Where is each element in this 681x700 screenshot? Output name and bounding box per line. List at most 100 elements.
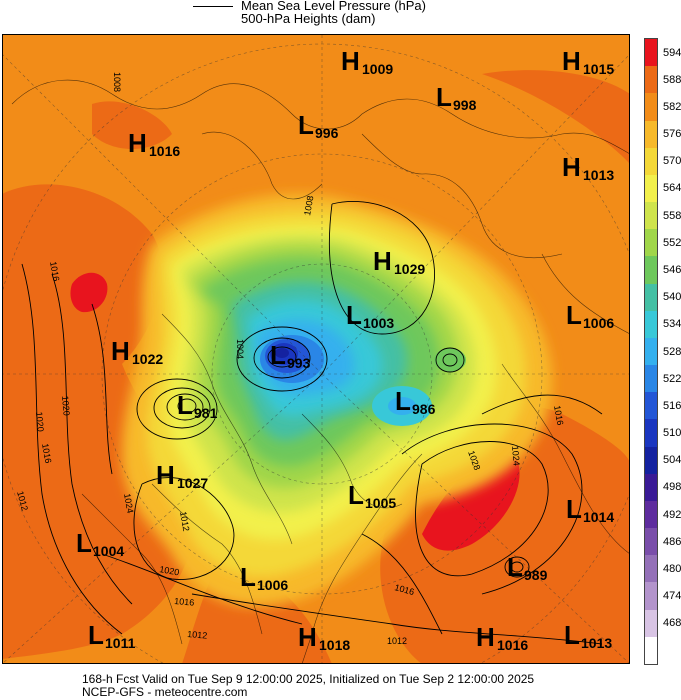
pressure-center-letter: H — [562, 152, 581, 182]
pressure-center-value: 1013 — [581, 635, 612, 651]
isobar-label: 1024 — [510, 445, 522, 466]
weather-map: 1016 1020 1016 1012 1024 1020 1016 1012 … — [2, 34, 630, 664]
pressure-center-value: 993 — [287, 355, 311, 371]
pressure-center-value: 1006 — [257, 577, 288, 593]
pressure-center-letter: H — [341, 46, 360, 76]
colorbar-label: 522 — [663, 372, 681, 385]
pressure-center-value: 1029 — [394, 261, 425, 277]
pressure-center-value: 1006 — [583, 315, 614, 331]
pressure-center-letter: L — [76, 528, 92, 558]
colorbar-label: 516 — [663, 399, 681, 412]
isobar-label: 1024 — [122, 493, 135, 514]
colorbar-segment — [645, 555, 657, 583]
colorbar-segment — [645, 174, 657, 203]
graticule — [2, 34, 630, 664]
pressure-center-letter: L — [566, 494, 582, 524]
height-field-594 — [70, 272, 520, 551]
colorbar-label: 510 — [663, 427, 681, 440]
colorbar — [644, 38, 658, 665]
pressure-center: L 986 — [395, 386, 436, 417]
colorbar-label: 546 — [663, 263, 681, 276]
colorbar-segment — [645, 256, 657, 285]
isobar-label: 1004 — [235, 339, 245, 359]
colorbar-label: 576 — [663, 128, 681, 141]
colorbar-segment — [645, 120, 657, 149]
pressure-center: H 1029 — [373, 246, 425, 277]
pressure-center-value: 1009 — [362, 61, 393, 77]
pressure-center-letter: H — [128, 128, 147, 158]
colorbar-label: 564 — [663, 182, 681, 195]
pressure-center-value: 1004 — [93, 543, 124, 559]
mslp-legend-label: Mean Sea Level Pressure (hPa) — [241, 0, 426, 13]
colorbar-segment — [645, 337, 657, 366]
isobar-label: 1012 — [187, 629, 208, 641]
isobar-label: 1016 — [552, 405, 565, 426]
pressure-center-letter: H — [111, 336, 130, 366]
pressure-center: L 1006 — [566, 300, 614, 331]
pressure-center-letter: L — [177, 390, 193, 420]
pressure-center: L 998 — [436, 82, 477, 113]
height-field-504 — [275, 348, 289, 358]
pressure-center: L 1011 — [88, 620, 136, 651]
pressure-center: L 996 — [298, 110, 339, 141]
colorbar-label: 528 — [663, 345, 681, 358]
height-field-low-ne — [434, 348, 466, 372]
pressure-center-value: 1016 — [149, 143, 180, 159]
pressure-center-letter: H — [156, 460, 175, 490]
pressure-center-letter: L — [348, 480, 364, 510]
colorbar-label: 588 — [663, 73, 681, 86]
colorbar-label: 552 — [663, 236, 681, 249]
colorbar-segment — [645, 582, 657, 611]
colorbar-label: 582 — [663, 100, 681, 113]
pressure-center: L 1003 — [346, 300, 394, 331]
pressure-center: H 1016 — [128, 128, 180, 159]
colorbar-segment — [645, 500, 657, 529]
pressure-center: L 1004 — [76, 528, 124, 559]
isobar-label: 1020 — [159, 564, 180, 577]
colorbar-segment — [645, 528, 657, 556]
colorbar-segment — [645, 93, 657, 122]
colorbar-segment — [645, 392, 657, 420]
colorbar-label: 486 — [663, 535, 681, 548]
pressure-center-value: 981 — [194, 405, 218, 421]
pressure-center: L 993 — [270, 340, 311, 371]
colorbar-segment — [645, 310, 657, 339]
pressure-center: H 1018 — [298, 622, 350, 653]
pressure-center-letter: L — [270, 340, 286, 370]
isobar-label: 1012 — [178, 511, 191, 532]
pressure-center: L 1005 — [348, 480, 396, 511]
colorbar-label: 468 — [663, 617, 681, 630]
colorbar-segment — [645, 609, 657, 638]
colorbar-segment — [645, 446, 657, 475]
pressure-center-value: 1003 — [363, 315, 394, 331]
pressure-center: L 981 — [177, 390, 218, 421]
colorbar-segment — [645, 39, 657, 67]
isobar-label: 1020 — [60, 395, 72, 416]
pressure-center-value: 1015 — [583, 61, 614, 77]
colorbar-label: 594 — [663, 46, 681, 59]
pressure-center-value: 989 — [524, 567, 548, 583]
pressure-center: H 1016 — [476, 622, 528, 653]
pressure-center-value: 1027 — [177, 475, 208, 491]
pressure-systems: H 1009 H 1015 L 998 L 996 H 1016 H 1013 H 1029 … — [76, 46, 614, 653]
pressure-center-value: 998 — [453, 97, 477, 113]
pressure-center: H 1009 — [341, 46, 393, 77]
colorbar-label: 570 — [663, 155, 681, 168]
pressure-center-letter: L — [507, 552, 523, 582]
colorbar-segment — [645, 66, 657, 94]
pressure-center-value: 1013 — [583, 167, 614, 183]
colorbar-label: 480 — [663, 562, 681, 575]
pressure-center-letter: H — [298, 622, 317, 652]
colorbar-segment — [645, 473, 657, 502]
colorbar-segment — [645, 419, 657, 448]
pressure-center: H 1015 — [562, 46, 614, 77]
colorbar-segment — [645, 229, 657, 257]
pressure-center: L 1013 — [564, 620, 612, 651]
pressure-center-value: 996 — [315, 125, 339, 141]
isobar-label: 1008 — [302, 195, 315, 216]
pressure-center-letter: L — [240, 562, 256, 592]
colorbar-segment — [645, 283, 657, 312]
colorbar-segment — [645, 365, 657, 393]
pressure-center: L 989 — [507, 552, 548, 583]
pressure-center-letter: H — [562, 46, 581, 76]
